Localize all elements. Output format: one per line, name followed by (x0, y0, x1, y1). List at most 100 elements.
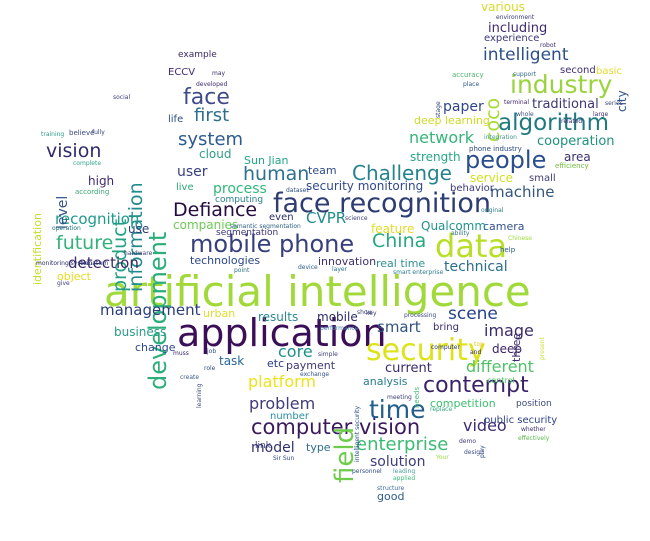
word: object (57, 270, 91, 283)
word: platform (248, 372, 316, 391)
word: different (466, 357, 534, 376)
word: top (474, 341, 484, 348)
word: data (435, 227, 508, 265)
word: model (251, 440, 295, 456)
word: business (114, 325, 167, 339)
word: system (178, 129, 244, 150)
word: identification (31, 213, 44, 285)
word: device (298, 264, 318, 271)
word: basic (596, 66, 622, 77)
word: industry (510, 70, 613, 99)
word: life (168, 114, 184, 125)
word: series (605, 100, 623, 107)
word: whole (516, 111, 534, 118)
word: job (207, 348, 217, 355)
word: semantic segmentation (230, 223, 301, 230)
word: camera (483, 220, 525, 233)
word: whether (521, 426, 546, 433)
word: innovation (318, 255, 377, 268)
word: may (212, 70, 226, 77)
word: intelligent security (354, 405, 361, 462)
word: efficiency (555, 162, 589, 170)
word: terminal (504, 99, 530, 106)
word: complete (73, 160, 102, 167)
word: good (377, 490, 405, 503)
word: fully (92, 129, 105, 136)
word: paper (443, 99, 484, 115)
word: artificial intelligence (104, 267, 531, 316)
word: processing (404, 312, 437, 319)
word: meeting (387, 394, 412, 401)
word: large (593, 111, 609, 118)
word: use (128, 222, 150, 236)
word: environment (496, 14, 535, 21)
word: control (487, 376, 515, 385)
word: user (177, 164, 208, 180)
word: cooperation (537, 134, 615, 149)
word: according (75, 188, 110, 196)
word: public security (484, 415, 558, 426)
word: segmentation (216, 228, 279, 238)
word: urban (203, 307, 236, 320)
word: strength (410, 150, 461, 164)
word: visual (80, 260, 98, 267)
word: mobile (317, 310, 358, 324)
word: management (100, 301, 201, 319)
word: first (194, 105, 230, 126)
word: original (481, 207, 504, 214)
word: three (510, 332, 523, 362)
word: technologies (190, 254, 261, 267)
word: live (176, 182, 194, 193)
word: human (243, 163, 310, 185)
word: vision (46, 140, 102, 162)
word: ECCV (168, 67, 196, 78)
word: high (88, 174, 115, 188)
word: time (369, 395, 426, 424)
word: role (204, 365, 216, 372)
word: play (479, 445, 486, 458)
word: traditional (532, 97, 599, 112)
word: people (465, 146, 547, 174)
word: smart (377, 318, 421, 336)
word: deep (492, 342, 522, 356)
word: type (306, 441, 331, 454)
word: analysis (363, 375, 408, 388)
word: science (345, 215, 368, 222)
word: including (488, 21, 548, 36)
word: various (481, 0, 525, 14)
word: give (57, 280, 70, 287)
word: task (219, 354, 245, 368)
word: Your (436, 454, 449, 461)
word: enterprise (356, 434, 449, 455)
word: intelligent (483, 45, 569, 65)
word: etc (267, 357, 285, 370)
word: scene (448, 304, 498, 324)
word: area (564, 150, 591, 164)
word: computer (431, 344, 460, 351)
word: core (278, 342, 313, 361)
word: detection (68, 254, 139, 272)
word: muss (173, 350, 189, 357)
word: turn (96, 260, 109, 267)
word: structure (377, 485, 405, 492)
word: recognition (55, 210, 140, 228)
word: computing (215, 195, 264, 205)
word: performance (320, 325, 359, 332)
word: team (308, 164, 337, 177)
word: exchange (300, 371, 330, 378)
word: problem (249, 394, 316, 413)
word: technical (444, 259, 508, 275)
word: applied (393, 475, 416, 482)
word: Sun Jian (244, 154, 289, 167)
word: robot (540, 42, 556, 49)
word: smart enterprise (393, 269, 444, 276)
word: real time (376, 257, 426, 270)
word: face (183, 85, 230, 110)
word: accuracy (452, 71, 484, 79)
word: cloud (199, 147, 232, 161)
word: support (513, 71, 537, 78)
word: change (135, 341, 176, 354)
word: video (463, 416, 507, 435)
word: needs (413, 386, 421, 408)
